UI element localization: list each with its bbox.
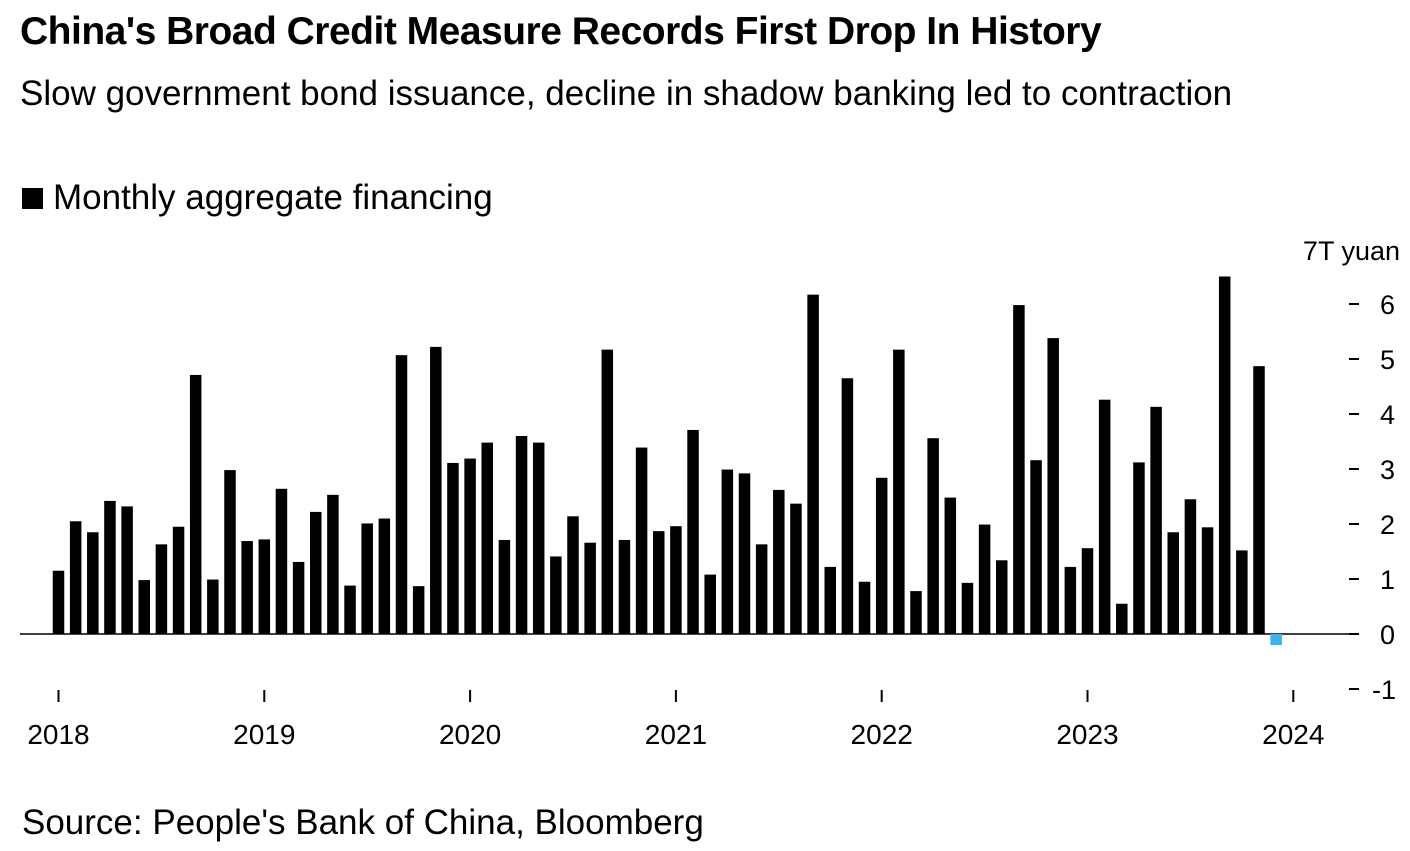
bar <box>447 462 459 634</box>
bar <box>378 518 391 634</box>
bar <box>1133 462 1145 634</box>
bar <box>1167 532 1179 634</box>
bar <box>412 586 425 634</box>
bar <box>875 477 888 634</box>
bar <box>87 532 99 634</box>
bar <box>1116 603 1128 634</box>
bar <box>755 544 768 634</box>
y-tick-label: 1 <box>1380 565 1395 595</box>
bar <box>327 494 339 634</box>
bar <box>241 541 253 634</box>
bar <box>1030 460 1042 634</box>
bar <box>944 497 957 634</box>
bar <box>395 355 408 634</box>
bar <box>927 438 939 634</box>
bar <box>430 346 442 634</box>
bar <box>1201 527 1214 634</box>
bar <box>275 488 288 634</box>
bar <box>1013 305 1025 634</box>
bar <box>121 506 133 634</box>
bar <box>1270 634 1282 645</box>
bar <box>841 378 854 634</box>
x-tick-label: 2022 <box>851 719 913 750</box>
bar <box>69 521 82 634</box>
y-tick-label: -1 <box>1372 675 1396 705</box>
bar <box>1184 499 1197 634</box>
bar <box>52 570 65 634</box>
bar <box>910 591 922 634</box>
y-tick-label: 4 <box>1380 400 1395 430</box>
bar <box>653 531 665 634</box>
bar <box>224 470 236 634</box>
bar <box>361 523 373 634</box>
bar <box>618 539 631 634</box>
legend-swatch <box>22 187 43 209</box>
y-tick-label: 0 <box>1380 620 1395 650</box>
bar <box>310 511 322 634</box>
bar <box>1253 366 1265 634</box>
x-tick-label: 2018 <box>27 719 89 750</box>
bar <box>189 374 202 634</box>
bar <box>635 447 648 634</box>
bar <box>1150 406 1162 634</box>
bar <box>773 489 785 634</box>
bar <box>1064 566 1077 634</box>
bar <box>172 526 185 634</box>
bar <box>601 349 614 634</box>
bar <box>292 561 305 634</box>
bar <box>996 560 1008 634</box>
y-tick-label: 5 <box>1380 345 1395 375</box>
bar <box>1218 276 1231 634</box>
chart-subtitle: Slow government bond issuance, decline i… <box>20 74 1233 113</box>
bar <box>670 526 682 634</box>
bar <box>704 574 716 634</box>
y-tick-label: 6 <box>1380 290 1395 320</box>
bar <box>550 556 562 634</box>
bar <box>207 579 219 634</box>
x-tick-label: 2020 <box>439 719 501 750</box>
legend-label: Monthly aggregate financing <box>53 178 493 217</box>
chart-title: China's Broad Credit Measure Records Fir… <box>20 10 1102 53</box>
bar <box>515 436 528 634</box>
bar <box>155 544 168 634</box>
x-tick-label: 2024 <box>1262 719 1324 750</box>
bar <box>1047 338 1059 634</box>
y-tick-label: 2 <box>1380 510 1395 540</box>
bar <box>104 500 116 634</box>
bar <box>138 580 150 634</box>
bar <box>721 469 734 634</box>
bar-chart: 7T yuan 6 5 4 3 2 1 0 -1 2018 2019 2020 2021 2022 2023… <box>20 236 1400 750</box>
bar <box>978 524 991 634</box>
bar <box>738 473 751 634</box>
bar <box>858 581 871 634</box>
bar <box>687 429 699 634</box>
bar <box>1236 550 1248 634</box>
y-axis-unit-label: 7T yuan <box>1303 236 1400 266</box>
bar <box>1081 548 1094 634</box>
bar <box>532 442 545 634</box>
x-tick-label: 2023 <box>1056 719 1118 750</box>
bar <box>344 585 356 634</box>
bar <box>258 539 271 634</box>
bar <box>807 294 819 634</box>
bar <box>790 503 802 634</box>
source-note: Source: People's Bank of China, Bloomber… <box>22 803 704 842</box>
bar <box>481 442 493 634</box>
x-tick-label: 2021 <box>645 719 707 750</box>
bar <box>498 539 511 634</box>
chart-legend: Monthly aggregate financing <box>22 178 493 218</box>
bar <box>961 582 974 634</box>
bar <box>893 349 905 634</box>
bar <box>824 566 836 634</box>
bar <box>1098 399 1111 634</box>
y-tick-label: 3 <box>1380 455 1395 485</box>
bar <box>464 458 476 634</box>
x-tick-label: 2019 <box>233 719 295 750</box>
bar <box>584 542 596 634</box>
bar <box>567 516 579 634</box>
